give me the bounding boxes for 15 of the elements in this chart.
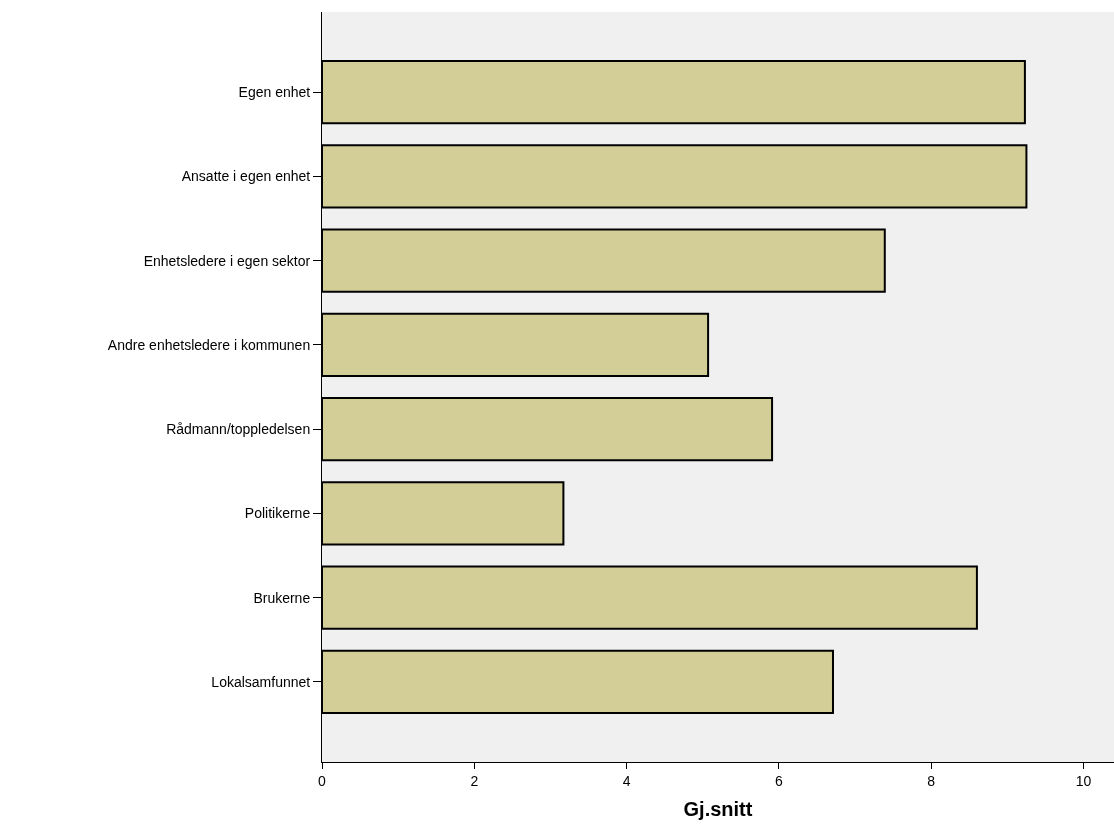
x-tick-label: 10 — [1075, 772, 1092, 789]
x-tick-label: 8 — [927, 772, 936, 789]
y-tick-label: Ansatte i egen enhet — [181, 168, 311, 185]
y-tick-label: Lokalsamfunnet — [211, 673, 311, 690]
y-tick-label: Egen enhet — [238, 83, 311, 100]
x-axis-title: Gj.snitt — [683, 798, 753, 821]
x-tick-label: 6 — [775, 772, 784, 789]
y-tick-label: Rådmann/toppledelsen — [166, 421, 311, 438]
x-tick-label: 4 — [622, 772, 631, 789]
y-tick-label: Politikerne — [244, 505, 311, 522]
y-tick-label: Andre enhetsledere i kommunen — [107, 336, 311, 353]
y-tick-label: Brukerne — [253, 589, 311, 606]
y-tick-label: Enhetsledere i egen sektor — [143, 252, 311, 269]
x-tick-label: 2 — [470, 772, 479, 789]
x-tick-label: 0 — [318, 772, 327, 789]
